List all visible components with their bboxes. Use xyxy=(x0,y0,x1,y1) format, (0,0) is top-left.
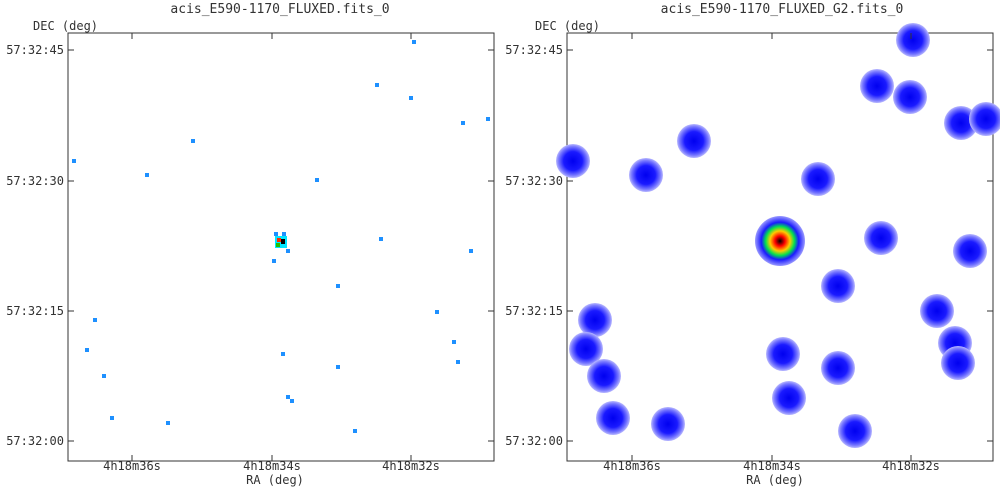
source-blob xyxy=(772,381,806,415)
source-pixel xyxy=(286,395,290,399)
source-pixel xyxy=(286,249,290,253)
y-tick-label: 57:32:45 xyxy=(505,43,563,57)
source-pixel xyxy=(456,360,460,364)
source-pixel xyxy=(272,259,276,263)
x-tick-label: 4h18m34s xyxy=(243,459,301,473)
source-blob xyxy=(920,294,954,328)
source-blob xyxy=(569,332,603,366)
source-pixel xyxy=(145,173,149,177)
left-ticks: 57:32:45 57:32:30 57:32:15 57:32:00 4h18m36s… xyxy=(6,33,494,473)
y-tick-label: 57:32:45 xyxy=(6,43,64,57)
source-blob xyxy=(651,407,685,441)
source-pixel xyxy=(191,139,195,143)
source-pixel xyxy=(469,249,473,253)
y-tick-label: 57:32:00 xyxy=(505,434,563,448)
left-panel: acis_E590-1170_FLUXED.fits_0 DEC (deg) 5… xyxy=(6,2,495,487)
right-title: acis_E590-1170_FLUXED_G2.fits_0 xyxy=(661,2,904,17)
right-panel: acis_E590-1170_FLUXED_G2.fits_0 DEC (deg… xyxy=(505,2,1000,487)
source-pixel xyxy=(290,399,294,403)
source-pixel xyxy=(315,178,319,182)
source-blob xyxy=(766,337,800,371)
y-tick-label: 57:32:15 xyxy=(505,304,563,318)
source-pixel xyxy=(93,318,97,322)
source-blob xyxy=(587,359,621,393)
source-pixel xyxy=(72,159,76,163)
y-tick-label: 57:32:30 xyxy=(6,174,64,188)
source-pixel xyxy=(166,421,170,425)
source-blob xyxy=(860,69,894,103)
source-blob xyxy=(556,144,590,178)
left-ylabel: DEC (deg) xyxy=(33,19,98,33)
source-pixel xyxy=(412,40,416,44)
source-pixel xyxy=(452,340,456,344)
source-blob xyxy=(821,351,855,385)
left-title: acis_E590-1170_FLUXED.fits_0 xyxy=(170,2,389,17)
source-blob xyxy=(941,346,975,380)
peak-hot-pixel xyxy=(277,238,281,242)
left-image-marks xyxy=(72,40,490,433)
source-pixel xyxy=(409,96,413,100)
source-blob xyxy=(677,124,711,158)
source-pixel xyxy=(336,284,340,288)
source-pixel xyxy=(274,232,278,236)
source-pixel xyxy=(435,310,439,314)
source-blob xyxy=(896,23,930,57)
source-blob xyxy=(801,162,835,196)
left-xlabel: RA (deg) xyxy=(246,473,304,487)
source-blob xyxy=(596,401,630,435)
source-pixel xyxy=(375,83,379,87)
right-image-marks xyxy=(556,23,1000,448)
source-blob xyxy=(893,80,927,114)
source-blob xyxy=(969,102,1000,136)
y-tick-label: 57:32:15 xyxy=(6,304,64,318)
x-tick-label: 4h18m36s xyxy=(603,459,661,473)
right-xlabel: RA (deg) xyxy=(746,473,804,487)
y-tick-label: 57:32:30 xyxy=(505,174,563,188)
right-ylabel: DEC (deg) xyxy=(535,19,600,33)
source-pixel xyxy=(461,121,465,125)
source-pixel xyxy=(282,232,286,236)
source-blob xyxy=(864,221,898,255)
x-tick-label: 4h18m34s xyxy=(743,459,801,473)
source-blob xyxy=(578,303,612,337)
peak-green-pixel xyxy=(276,243,280,247)
source-pixel xyxy=(486,117,490,121)
source-blob xyxy=(953,234,987,268)
peak-blob xyxy=(755,216,805,266)
source-pixel xyxy=(102,374,106,378)
x-tick-label: 4h18m36s xyxy=(103,459,161,473)
source-pixel xyxy=(336,365,340,369)
x-tick-label: 4h18m32s xyxy=(382,459,440,473)
source-blob xyxy=(629,158,663,192)
source-pixel xyxy=(281,352,285,356)
source-blob xyxy=(821,269,855,303)
source-pixel xyxy=(379,237,383,241)
right-ticks: 57:32:45 57:32:30 57:32:15 57:32:00 4h18m36s… xyxy=(505,33,993,473)
y-tick-label: 57:32:00 xyxy=(6,434,64,448)
source-blob xyxy=(838,414,872,448)
x-tick-label: 4h18m32s xyxy=(882,459,940,473)
source-pixel xyxy=(353,429,357,433)
peak-core-pixel xyxy=(281,239,285,244)
source-pixel xyxy=(110,416,114,420)
source-blob xyxy=(944,106,978,140)
source-pixel xyxy=(85,348,89,352)
